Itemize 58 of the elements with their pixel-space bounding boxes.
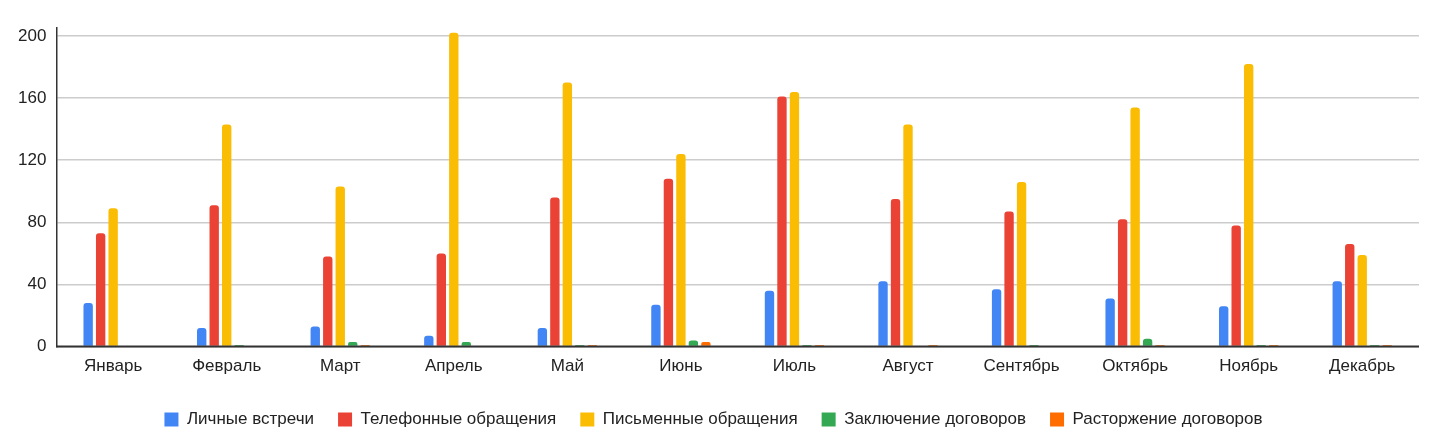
bar [310, 326, 320, 346]
x-tick-label: Январь [84, 356, 143, 376]
bar [1231, 225, 1241, 346]
bar [562, 82, 573, 346]
bar [95, 233, 106, 346]
bar [83, 303, 93, 346]
bar [1332, 281, 1342, 346]
x-tick-label: Апрель [424, 356, 483, 376]
bar [878, 281, 888, 346]
bar [550, 197, 560, 346]
bar [323, 256, 333, 346]
legend-label: Личные встречи [186, 409, 315, 429]
bar [663, 178, 674, 346]
bar [335, 186, 345, 346]
legend-label: Письменные обращения [602, 409, 798, 429]
bar [436, 253, 446, 346]
bar [890, 199, 901, 346]
bar [1016, 181, 1027, 346]
bar [1357, 254, 1367, 346]
bar [222, 124, 232, 346]
y-tick-label: 80 [27, 212, 47, 232]
legend-label: Расторжение договоров [1072, 409, 1263, 429]
x-tick-label: Ноябрь [1219, 356, 1279, 376]
y-tick-label: 40 [27, 274, 47, 294]
bar [764, 290, 775, 346]
bar [1130, 107, 1140, 346]
bar [903, 124, 913, 346]
x-tick-label: Февраль [192, 356, 262, 376]
x-tick-label: Август [882, 356, 934, 376]
bar [1004, 211, 1014, 346]
bar [1345, 244, 1355, 346]
x-tick-label: Март [319, 356, 361, 376]
bar [991, 289, 1002, 346]
bar [449, 32, 459, 346]
x-tick-label: Октябрь [1102, 356, 1169, 376]
bar [651, 304, 661, 346]
bar [1117, 219, 1128, 346]
y-tick-label: 120 [17, 149, 47, 169]
bar [108, 208, 118, 346]
bar [1105, 298, 1115, 346]
bar [789, 91, 800, 346]
x-tick-label: Май [550, 356, 585, 376]
x-tick-label: Июнь [659, 356, 703, 376]
y-tick-label: 200 [17, 25, 47, 45]
legend-label: Телефонные обращения [360, 409, 557, 429]
legend-label: Заключение договоров [844, 409, 1027, 429]
bar [676, 154, 686, 346]
y-tick-label: 0 [36, 336, 47, 356]
bar [777, 96, 787, 346]
x-tick-label: Декабрь [1329, 356, 1396, 376]
bar [209, 205, 219, 346]
x-tick-label: Сентябрь [983, 356, 1060, 376]
bar [1219, 306, 1229, 346]
x-tick-label: Июль [772, 356, 817, 376]
bar [537, 327, 548, 346]
bar [1243, 63, 1254, 346]
y-tick-label: 160 [17, 87, 47, 107]
bar [197, 327, 207, 346]
